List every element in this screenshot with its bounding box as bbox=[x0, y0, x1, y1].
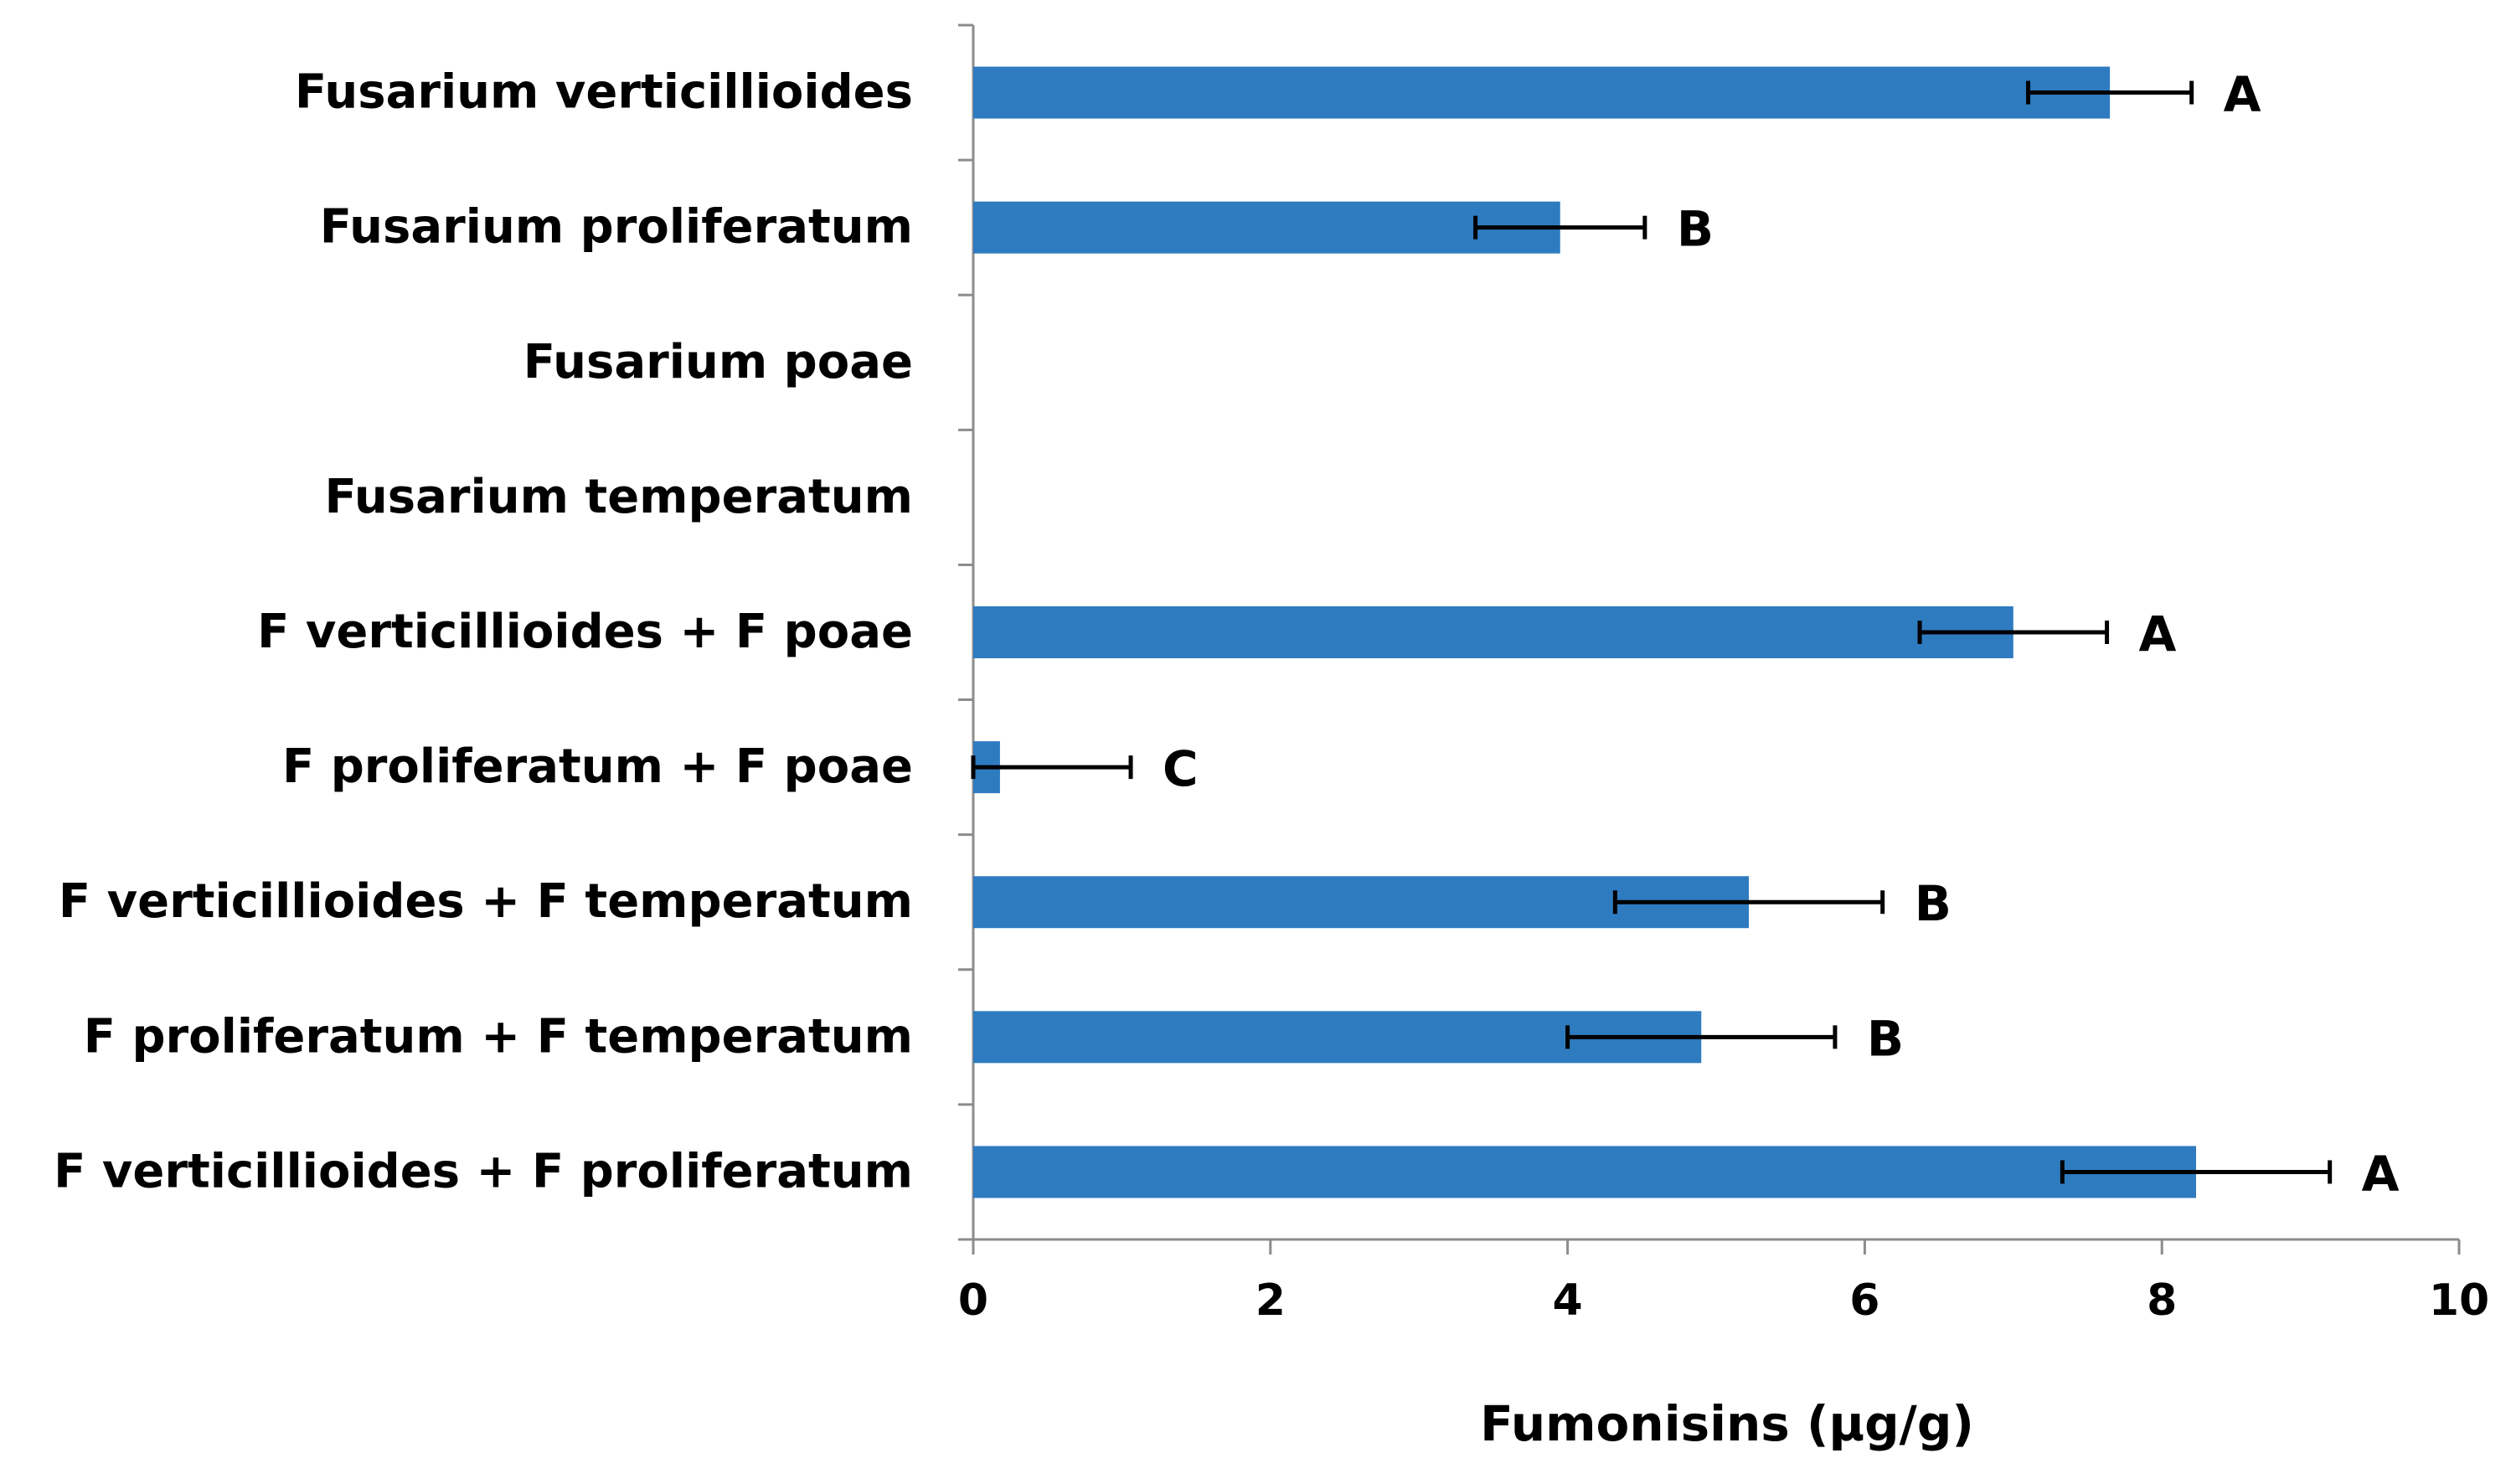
x-tick-label: 6 bbox=[1849, 1275, 1879, 1326]
x-tick-label: 10 bbox=[2429, 1275, 2489, 1326]
x-tick-label: 4 bbox=[1553, 1275, 1583, 1326]
category-label: F verticillioides + F temperatum bbox=[59, 874, 913, 929]
significance-label: B bbox=[1915, 875, 1952, 932]
error-bar bbox=[2026, 80, 2194, 105]
bar bbox=[973, 201, 1560, 254]
bar bbox=[973, 66, 2111, 119]
category-label: F proliferatum + F poae bbox=[282, 739, 913, 794]
x-axis: 0 2 4 6 8 10 bbox=[958, 1238, 2489, 1326]
error-bar bbox=[1612, 890, 1885, 915]
category-label: Fusarium verticillioides bbox=[295, 65, 913, 120]
bars: A B A C B B A bbox=[971, 66, 2400, 1202]
bar bbox=[973, 606, 2013, 658]
x-tick-label: 0 bbox=[958, 1275, 988, 1326]
category-label: Fusarium poae bbox=[523, 335, 913, 389]
error-bar bbox=[2060, 1160, 2333, 1184]
error-bar bbox=[1473, 215, 1647, 240]
error-bar bbox=[971, 755, 1133, 780]
significance-label: B bbox=[1677, 201, 1714, 258]
error-bar bbox=[1917, 621, 2110, 644]
significance-label: C bbox=[1163, 740, 1199, 797]
category-label: Fusarium temperatum bbox=[324, 470, 913, 524]
category-label: Fusarium proliferatum bbox=[320, 200, 913, 255]
category-label: F verticillioides + F proliferatum bbox=[54, 1144, 913, 1198]
significance-label: B bbox=[1867, 1010, 1904, 1067]
x-tick-label: 2 bbox=[1256, 1275, 1286, 1326]
significance-label: A bbox=[2224, 66, 2261, 123]
x-axis-title: Fumonisins (µg/g) bbox=[1480, 1395, 1974, 1452]
significance-label: A bbox=[2139, 605, 2177, 662]
y-axis bbox=[958, 23, 975, 1241]
category-label: F verticillioides + F poae bbox=[257, 605, 913, 659]
bar bbox=[973, 1146, 2197, 1198]
significance-label: A bbox=[2362, 1145, 2400, 1202]
error-bar bbox=[1565, 1025, 1838, 1049]
x-tick-label: 8 bbox=[2147, 1275, 2177, 1326]
category-label: F proliferatum + F temperatum bbox=[84, 1009, 913, 1064]
category-labels: Fusarium verticillioides Fusarium prolife… bbox=[54, 65, 913, 1199]
